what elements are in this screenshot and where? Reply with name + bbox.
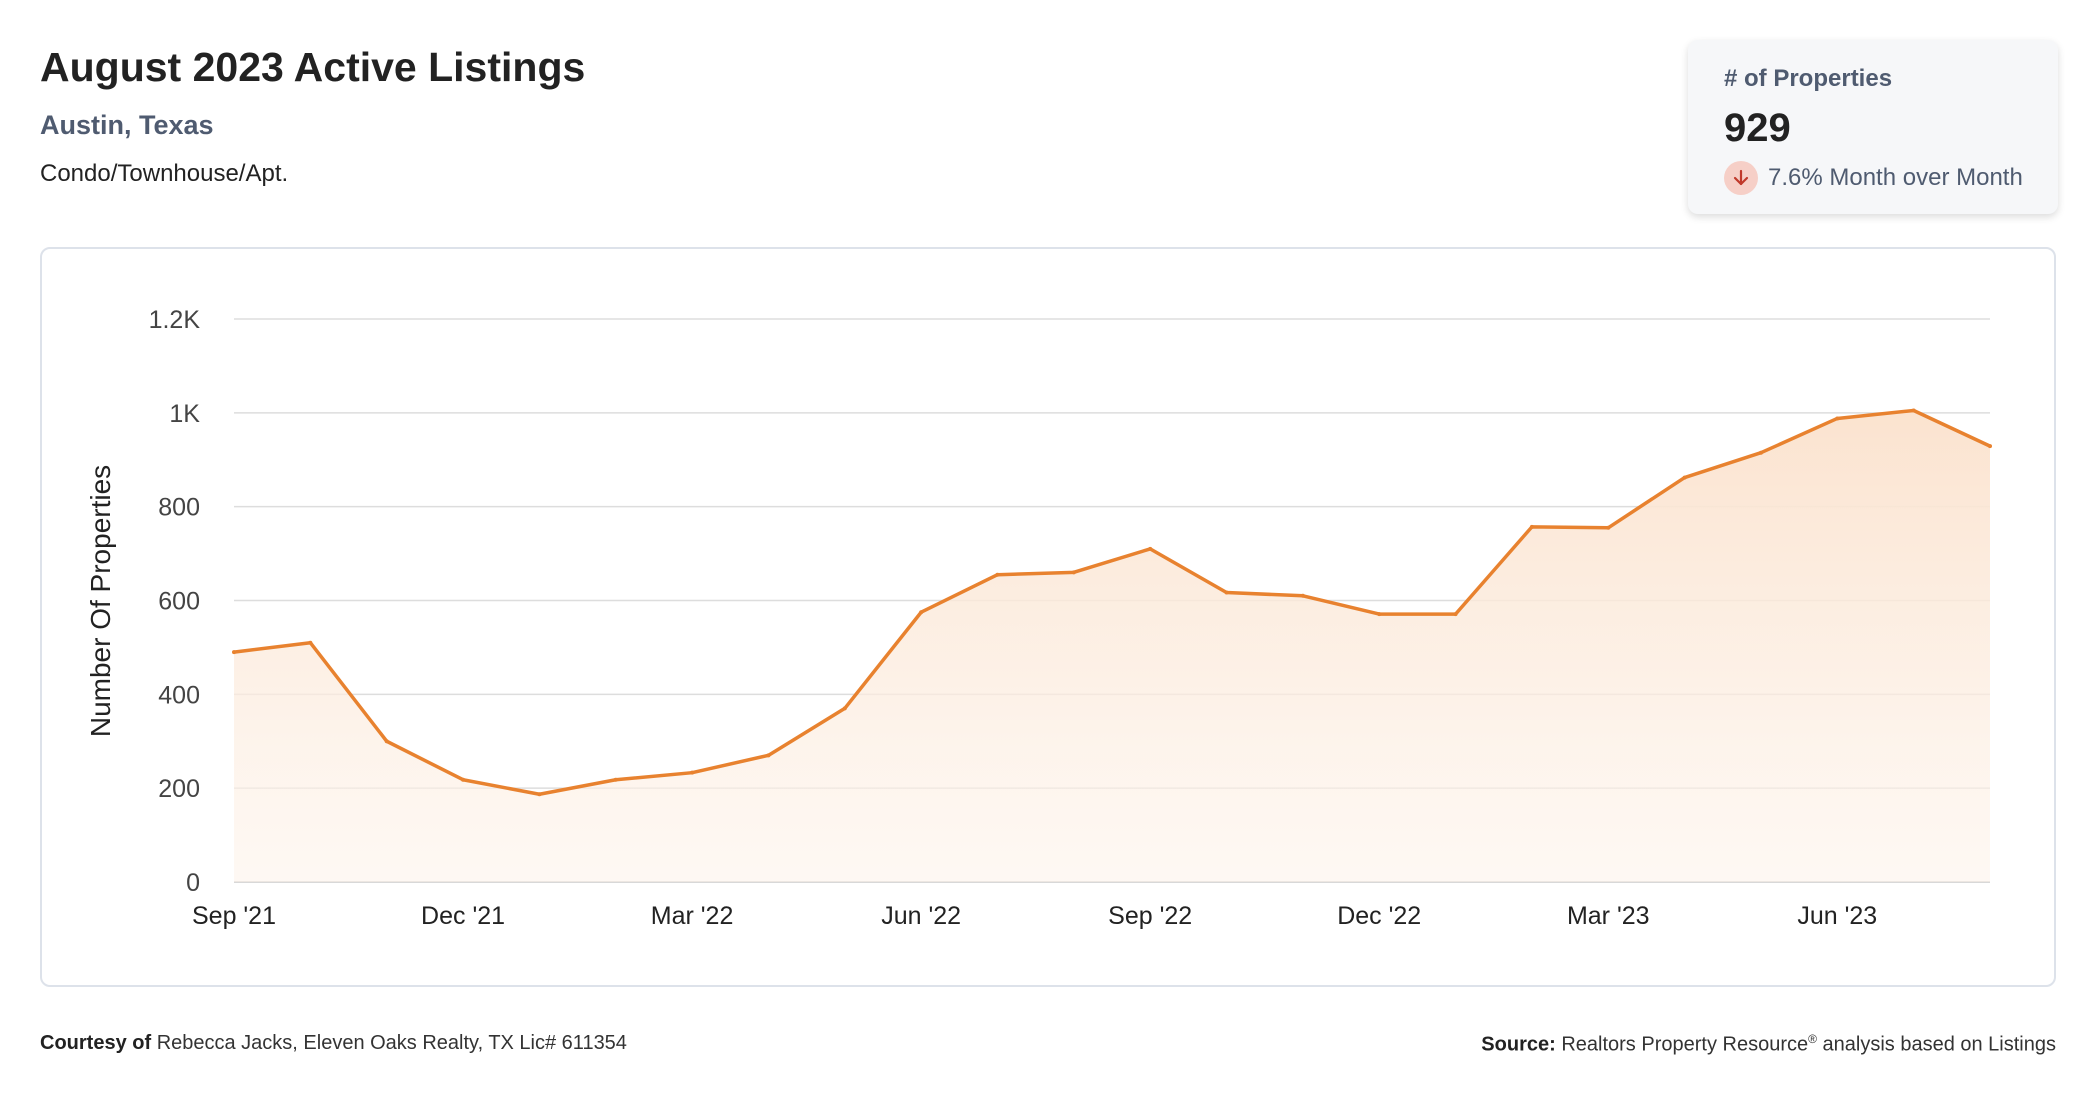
y-tick-label: 400 [158, 681, 200, 709]
x-axis-ticks: Sep '21 Dec '21 Mar '22 Jun '22 Sep '22 Dec '… [192, 902, 1877, 930]
data-point [537, 792, 542, 797]
data-point [919, 610, 924, 615]
kpi-change: 7.6% Month over Month [1724, 160, 2023, 196]
data-point [1758, 450, 1763, 455]
location-subtitle: Austin, Texas [40, 110, 214, 140]
x-tick-label: Sep '21 [192, 902, 276, 930]
y-axis-ticks: 0 200 400 600 800 1K 1.2K [149, 306, 201, 897]
y-tick-label: 600 [158, 588, 200, 616]
y-tick-label: 0 [186, 869, 200, 897]
x-tick-label: Mar '22 [651, 902, 734, 930]
property-type-label: Condo/Townhouse/Apt. [40, 160, 289, 187]
courtesy-text: Rebecca Jacks, Eleven Oaks Realty, TX Li… [156, 1032, 627, 1054]
kpi-value: 929 [1724, 106, 1791, 150]
data-point [690, 770, 695, 775]
source-text: Realtors Property Resource [1561, 1033, 1809, 1056]
kpi-change-text: 7.6% Month over Month [1768, 164, 2023, 191]
kpi-label: # of Properties [1724, 65, 1893, 92]
data-point [384, 739, 389, 744]
data-point [1300, 593, 1305, 598]
data-point [1453, 612, 1458, 617]
data-point [461, 777, 466, 782]
y-tick-label: 1.2K [149, 306, 201, 334]
data-point [1606, 525, 1611, 530]
data-point [842, 706, 847, 711]
registered-mark: ® [1808, 1032, 1817, 1046]
y-tick-label: 1K [169, 400, 200, 428]
arrow-down-icon [1724, 161, 1758, 195]
courtesy-label: Courtesy of [40, 1032, 152, 1054]
source-label: Source: [1481, 1033, 1556, 1056]
data-point [1071, 570, 1076, 575]
data-point [766, 753, 771, 758]
courtesy-footer: Courtesy of Rebecca Jacks, Eleven Oaks R… [40, 1032, 627, 1055]
x-tick-label: Sep '22 [1108, 902, 1192, 930]
x-tick-label: Dec '22 [1337, 902, 1421, 930]
data-point [1988, 444, 1992, 449]
y-tick-label: 200 [158, 775, 200, 803]
source-footer: Source: Realtors Property Resource® anal… [1481, 1032, 2056, 1057]
series-area [234, 410, 1990, 882]
y-axis-label: Number Of Properties [85, 465, 116, 737]
x-tick-label: Jun '22 [881, 902, 961, 930]
data-point [995, 572, 1000, 577]
data-point [1835, 416, 1840, 421]
y-tick-label: 800 [158, 494, 200, 522]
area-layer [234, 410, 1990, 882]
data-point [1377, 612, 1382, 617]
data-point [613, 777, 618, 782]
data-point [1911, 408, 1916, 413]
active-listings-chart: 0 200 400 600 800 1K 1.2K Sep '21 Dec '21 Mar '2… [85, 306, 1992, 930]
line-layer [232, 408, 1992, 797]
properties-kpi-card: # of Properties 929 7.6% Month over Mont… [1688, 40, 2058, 214]
series-line [232, 408, 1992, 797]
page-title: August 2023 Active Listings [40, 44, 586, 90]
data-point [1148, 546, 1153, 551]
data-point [232, 650, 236, 655]
chart-panel: 0 200 400 600 800 1K 1.2K Sep '21 Dec '21 Mar '2… [40, 247, 2056, 987]
data-point [308, 640, 313, 645]
x-tick-label: Jun '23 [1797, 902, 1877, 930]
data-point [1682, 475, 1687, 480]
data-point [1224, 590, 1229, 595]
source-text-after: analysis based on Listings [1822, 1033, 2056, 1056]
data-point [1529, 524, 1534, 529]
x-tick-label: Mar '23 [1567, 902, 1650, 930]
x-tick-label: Dec '21 [421, 902, 505, 930]
